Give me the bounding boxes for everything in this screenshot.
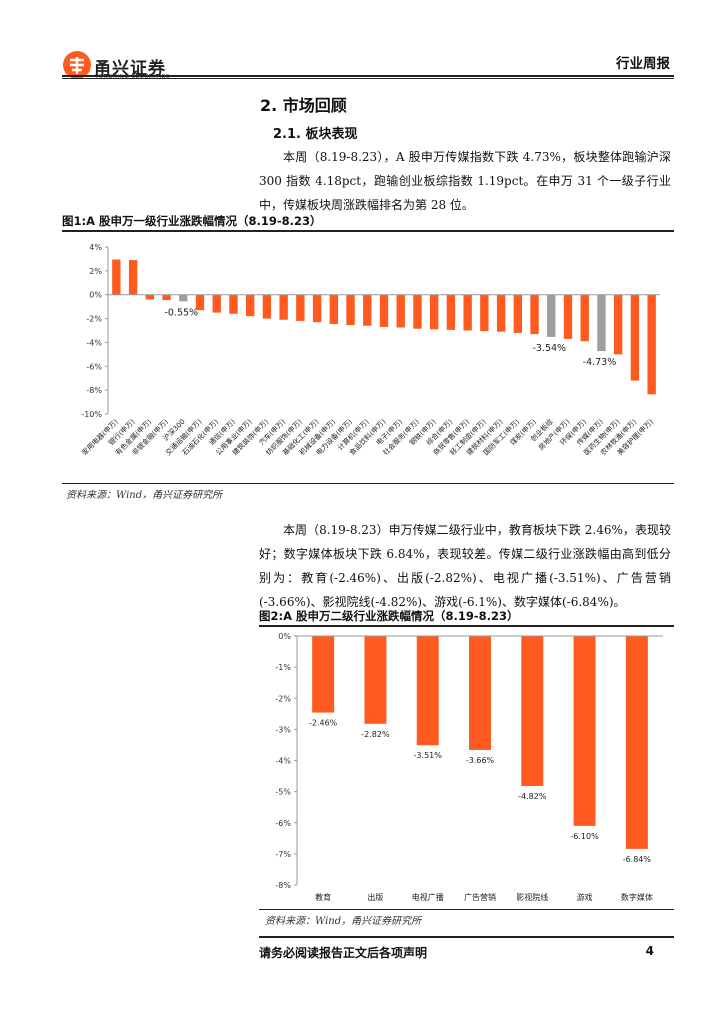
x-tick-label: 数字媒体 — [621, 892, 653, 902]
y-tick-label: -10% — [81, 410, 102, 419]
bar — [212, 294, 221, 313]
bar — [469, 636, 491, 750]
chart-2: 0% -1% -2% -3% -4% -5% -6% -7% -8% -2.46% 教育 -2.82%… — [275, 632, 663, 902]
report-type: 行业周报 — [616, 56, 670, 72]
bar — [246, 294, 255, 317]
bar — [396, 294, 405, 328]
bar — [364, 636, 387, 724]
bar — [145, 294, 154, 300]
data-label: -4.73% — [583, 357, 617, 368]
footer-disclaimer: 请务必阅读报告正文后各项声明 — [259, 946, 428, 960]
header-divider-thin — [62, 78, 674, 79]
figure-2-bottom-rule — [259, 909, 674, 910]
figure-1-rule — [62, 230, 674, 232]
bar — [614, 294, 623, 355]
y-tick-label: -6% — [275, 819, 291, 828]
y-tick-label: 0% — [278, 632, 291, 641]
y-tick-label: 4% — [89, 243, 102, 252]
bar — [647, 294, 656, 395]
bar — [547, 294, 556, 337]
y-tick-label: -2% — [86, 315, 102, 324]
bar — [312, 636, 335, 713]
data-label: -6.10% — [570, 832, 599, 841]
x-tick-label: 影视院线 — [516, 892, 548, 902]
bar — [112, 259, 121, 295]
logo-subtitle: YONGXING SECURITIES — [95, 74, 170, 80]
y-tick-label: -4% — [86, 338, 102, 347]
footer-divider — [259, 936, 674, 938]
y-tick-label: -7% — [275, 850, 291, 859]
x-tick-label: 电视广播 — [412, 892, 444, 902]
bar — [312, 294, 322, 323]
bar — [430, 294, 439, 330]
data-label: -3.51% — [414, 751, 443, 760]
data-label: -3.66% — [466, 756, 495, 765]
logo-name: 甬兴证券 — [94, 59, 166, 79]
figure-1-source: 资料来源：Wind，甬兴证券研究所 — [66, 490, 223, 501]
bar — [296, 294, 305, 321]
y-tick-label: -5% — [275, 788, 291, 797]
bar — [563, 294, 573, 339]
figure-1-title: 图1:A 股申万一级行业涨跌幅情况（8.19-8.23） — [62, 214, 322, 228]
x-tick-label: 出版 — [367, 892, 383, 902]
x-tick-label: 广告营销 — [464, 892, 496, 902]
bar — [580, 294, 589, 342]
bar — [128, 260, 138, 295]
bar — [195, 294, 205, 311]
figure-1-bottom-rule — [62, 483, 674, 484]
x-tick-label: 游戏 — [577, 892, 593, 902]
section-subtitle: 2.1. 板块表现 — [273, 127, 358, 142]
bar — [346, 294, 355, 326]
company-logo — [63, 51, 91, 79]
y-tick-label: -2% — [275, 694, 291, 703]
bar — [179, 294, 188, 302]
header-divider — [62, 75, 674, 77]
y-tick-label: -8% — [86, 386, 102, 395]
bar — [262, 294, 272, 319]
bar — [597, 294, 606, 352]
y-tick-label: -4% — [275, 757, 291, 766]
data-label: -4.82% — [518, 792, 547, 801]
bar — [463, 294, 472, 331]
y-tick-label: -8% — [275, 881, 291, 890]
x-tick-label: 教育 — [315, 892, 331, 902]
bar — [162, 294, 171, 301]
bar — [573, 636, 596, 826]
paragraph-1-text: 本周（8.19-8.23），A 股申万传媒指数下跌 4.73%，板块整体跑输沪深… — [259, 150, 671, 212]
bar — [279, 294, 288, 320]
figure-2-rule — [259, 625, 674, 627]
y-tick-label: -1% — [275, 663, 291, 672]
bar — [496, 294, 506, 332]
section-title: 2. 市场回顾 — [260, 96, 347, 115]
figure-2-source: 资料来源：Wind，甬兴证券研究所 — [265, 916, 422, 927]
data-label: -3.54% — [532, 343, 566, 354]
page-number: 4 — [645, 944, 654, 958]
y-tick-label: 0% — [89, 291, 102, 300]
figure-2-title: 图2:A 股申万二级行业涨跌幅情况（8.19-8.23） — [259, 609, 519, 623]
bar — [625, 636, 648, 849]
data-label: -6.84% — [623, 855, 652, 864]
y-tick-label: -3% — [275, 725, 291, 734]
bar — [416, 636, 439, 746]
chart-1: 4%2%0%-2%-4%-6%-8%-10%家用电器(申万)银行(申万)有色金属… — [80, 243, 660, 457]
bar — [513, 294, 522, 333]
y-tick-label: 2% — [89, 267, 102, 276]
data-label: -0.55% — [164, 307, 198, 318]
bar — [379, 294, 389, 327]
bar — [480, 294, 489, 332]
bar — [530, 294, 539, 335]
data-label: -2.82% — [361, 730, 390, 739]
data-label: -2.46% — [309, 719, 338, 728]
bar — [413, 294, 422, 329]
bar — [329, 294, 338, 324]
paragraph-2-text: 本周（8.19-8.23）申万传媒二级行业中，教育板块下跌 2.46%，表现较好… — [259, 523, 671, 609]
paragraph-2: 本周（8.19-8.23）申万传媒二级行业中，教育板块下跌 2.46%，表现较好… — [259, 518, 671, 614]
bar — [521, 636, 544, 787]
paragraph-1: 本周（8.19-8.23），A 股申万传媒指数下跌 4.73%，板块整体跑输沪深… — [259, 145, 671, 217]
bar — [630, 294, 640, 381]
y-tick-label: -6% — [86, 362, 102, 371]
bar — [229, 294, 238, 314]
bar — [363, 294, 372, 326]
bar — [446, 294, 456, 330]
